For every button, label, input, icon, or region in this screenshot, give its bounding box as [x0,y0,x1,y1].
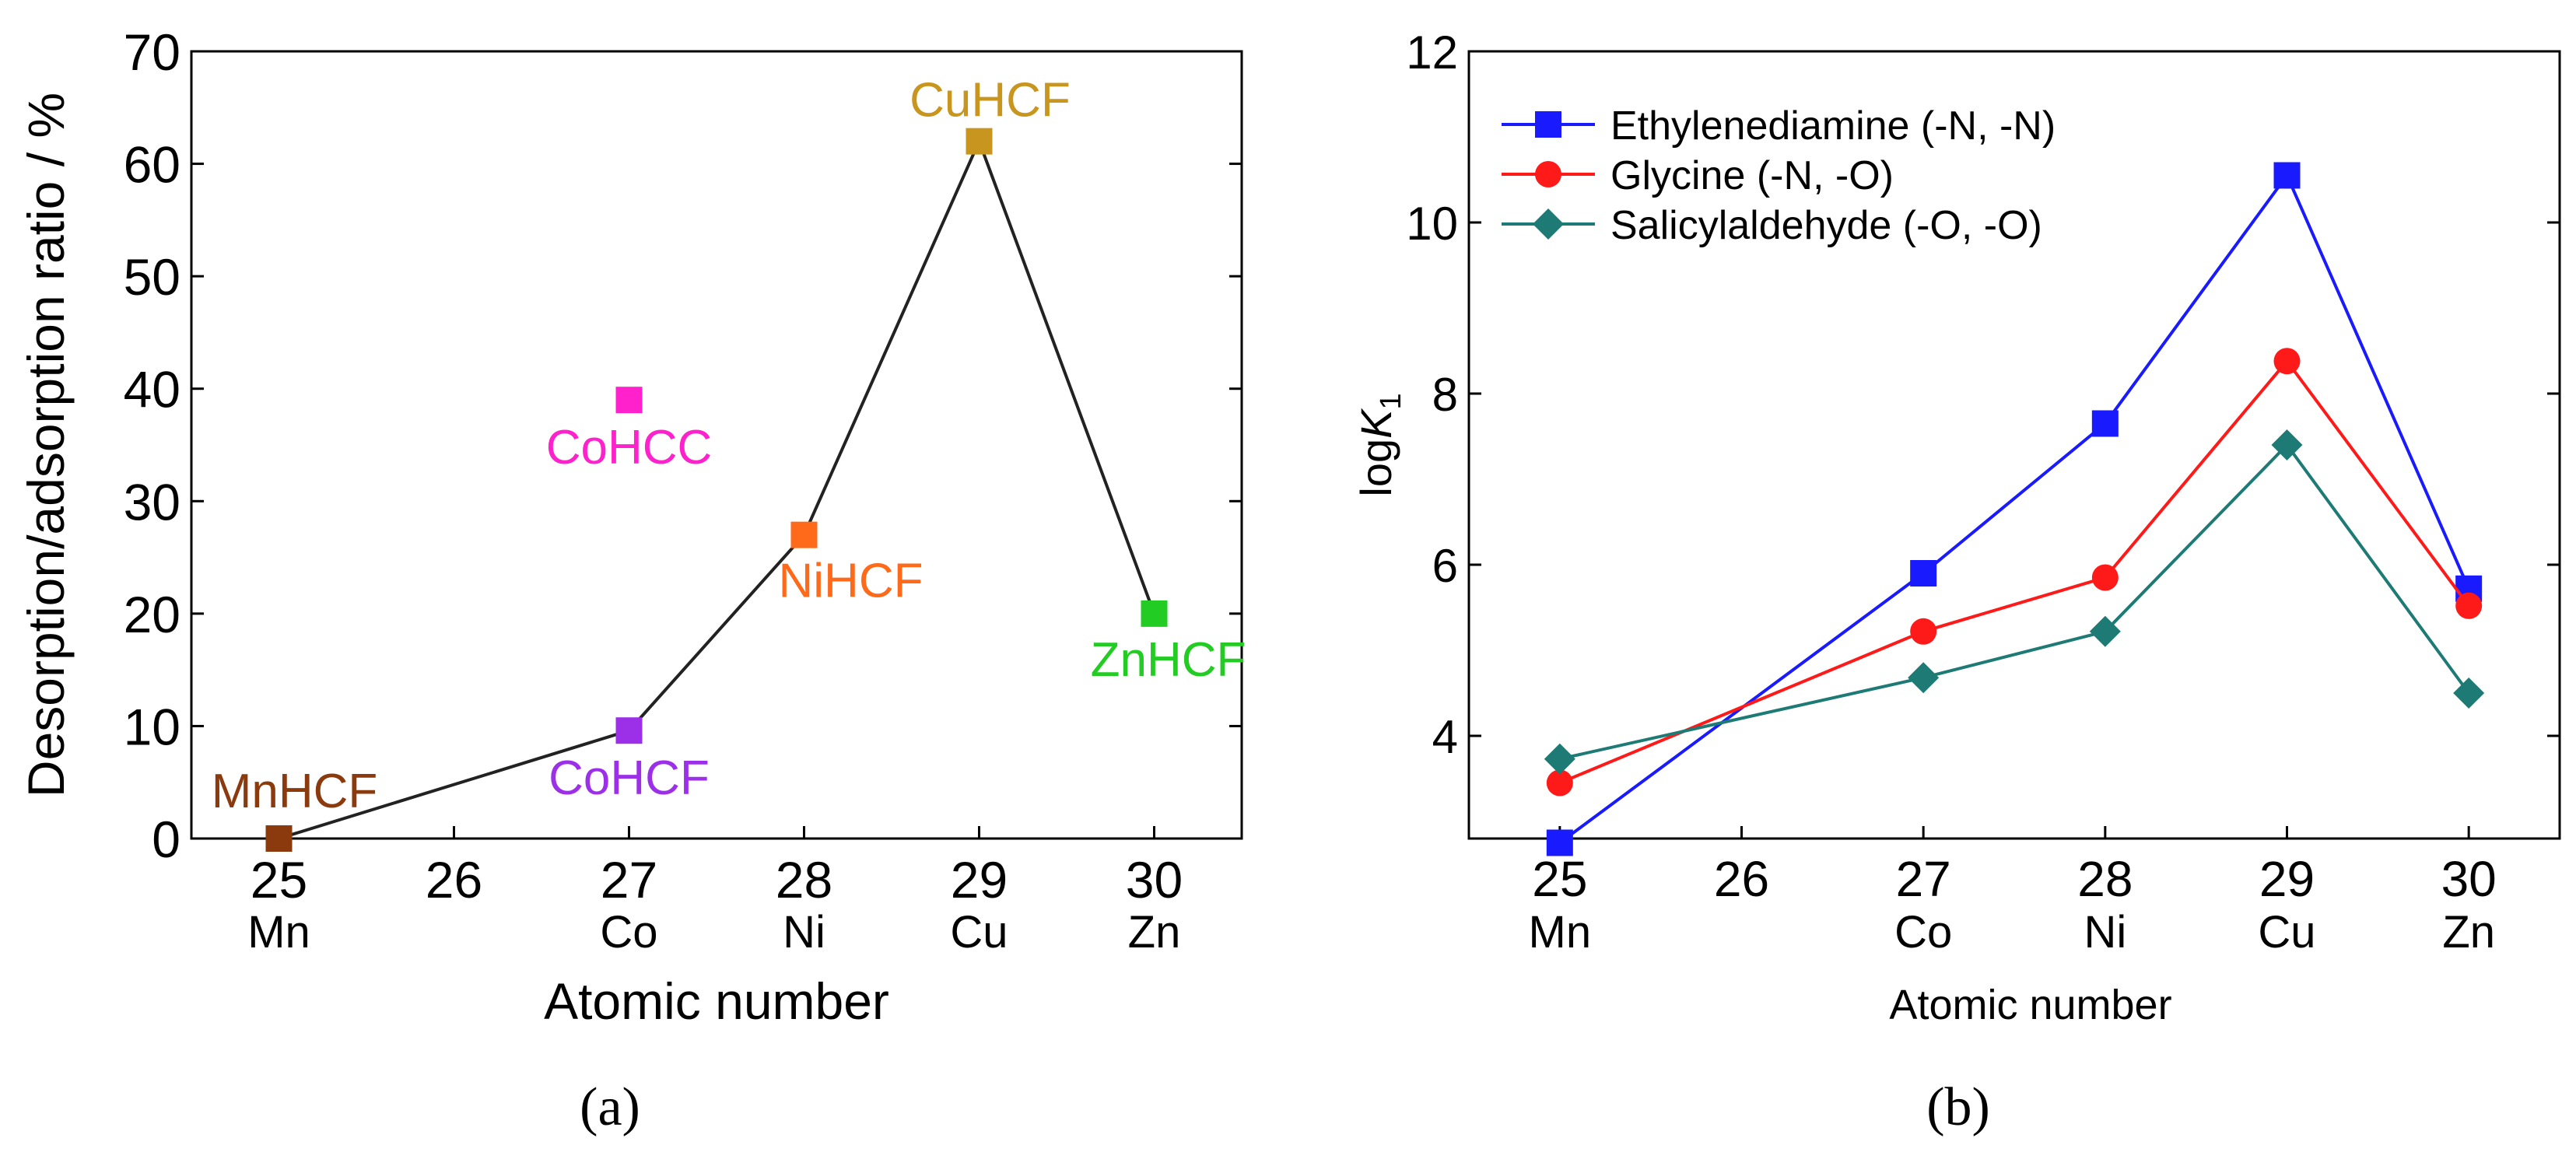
data-point-znhcf [1141,600,1168,627]
trend-line [278,137,1156,840]
data-point-salicylaldehyde-o-o [2271,429,2303,460]
x-tick-element-label: Ni [2084,907,2126,958]
x-axis-label: Atomic number [544,972,889,1030]
x-tick-element-label: Cu [2258,907,2315,958]
y-axis-label-subscript: 1 [1375,393,1407,409]
x-tick-element-label: Mn [1529,907,1592,958]
y-tick-label: 40 [124,361,180,418]
data-label-znhcf: ZnHCF [1091,633,1246,687]
data-point-ethylenediamine-n-n [2091,410,2119,437]
x-tick-label: 26 [426,851,482,909]
x-tick-element-label: Mn [247,907,310,958]
x-tick-element-label: Zn [1128,907,1181,958]
x-tick-label: 28 [2077,851,2133,907]
y-tick-label: 10 [1406,198,1458,250]
data-point-mnhcf [265,825,293,852]
x-tick-element-label: Co [600,907,657,958]
data-label-nihcf: NiHCF [779,555,924,608]
x-tick-element-label: Zn [2442,907,2495,958]
data-point-salicylaldehyde-o-o [1908,662,1940,694]
legend-marker-glycine-n-o [1535,161,1561,187]
legend-marker-ethylenediamine-n-n [1535,111,1561,138]
data-point-salicylaldehyde-o-o [2453,678,2485,709]
x-tick-element-label: Co [1894,907,1952,958]
y-tick-label: 10 [124,698,180,755]
legend-marker-salicylaldehyde-o-o [1533,208,1564,240]
x-tick-label: 28 [776,851,832,909]
y-tick-label: 8 [1432,369,1458,421]
data-point-salicylaldehyde-o-o [2089,615,2121,647]
y-tick-label: 0 [152,811,180,868]
x-tick-label: 29 [951,851,1008,909]
data-label-cuhcf: CuHCF [909,74,1071,128]
panel-label: (a) [580,1077,640,1137]
data-point-glycine-n-o [1910,618,1937,645]
y-tick-label: 70 [124,23,180,81]
y-tick-label: 20 [124,586,180,643]
data-label-cohcc: CoHCC [546,421,713,474]
legend-label: Ethylenediamine (-N, -N) [1610,103,2056,149]
y-tick-label: 12 [1406,26,1458,79]
legend-label: Salicylaldehyde (-O, -O) [1610,203,2042,248]
x-tick-label: 26 [1714,851,1769,907]
data-point-glycine-n-o [2455,592,2483,619]
y-tick-label: 6 [1432,540,1458,592]
data-point-glycine-n-o [2273,348,2301,375]
x-tick-element-label: Cu [950,907,1008,958]
x-tick-label: 30 [2441,851,2497,907]
data-label-mnhcf: MnHCF [212,765,378,818]
data-point-glycine-n-o [2091,564,2119,591]
plot-frame [190,50,1243,840]
data-label-cohcf: CoHCF [548,751,710,805]
series-line-glycine-n-o [1559,358,2470,785]
data-point-ethylenediamine-n-n [2273,162,2301,189]
data-point-salicylaldehyde-o-o [1544,743,1575,775]
y-tick-label: 50 [124,248,180,306]
x-tick-label: 30 [1126,851,1183,909]
panel-label: (b) [1926,1077,1990,1137]
x-tick-label: 27 [601,851,657,909]
data-point-ethylenediamine-n-n [1910,560,1937,587]
data-point-cohcf [615,717,643,744]
x-tick-label: 25 [1532,851,1587,907]
y-tick-label: 60 [124,136,180,194]
y-tick-label: 4 [1432,711,1458,763]
data-point-nihcf [790,521,818,548]
y-axis-label-variable: K [1351,408,1400,439]
x-tick-element-label: Ni [783,907,825,958]
y-axis-label: logK1 [1351,393,1407,496]
data-point-cohcc [615,387,643,414]
plot-frame [1467,50,2561,840]
y-axis-label-prefix: log [1351,439,1400,497]
series-line-salicylaldehyde-o-o [1559,442,2470,761]
x-tick-label: 25 [251,851,307,909]
y-axis-label: Desorption/adsorption ratio / % [17,93,75,797]
data-point-ethylenediamine-n-n [1546,829,1573,856]
y-tick-label: 30 [124,473,180,530]
legend-label: Glycine (-N, -O) [1610,153,1894,198]
x-tick-label: 29 [2259,851,2315,907]
data-point-cuhcf [966,128,993,155]
data-point-glycine-n-o [1546,769,1573,797]
x-tick-label: 27 [1896,851,1951,907]
x-axis-label: Atomic number [1889,982,2171,1028]
